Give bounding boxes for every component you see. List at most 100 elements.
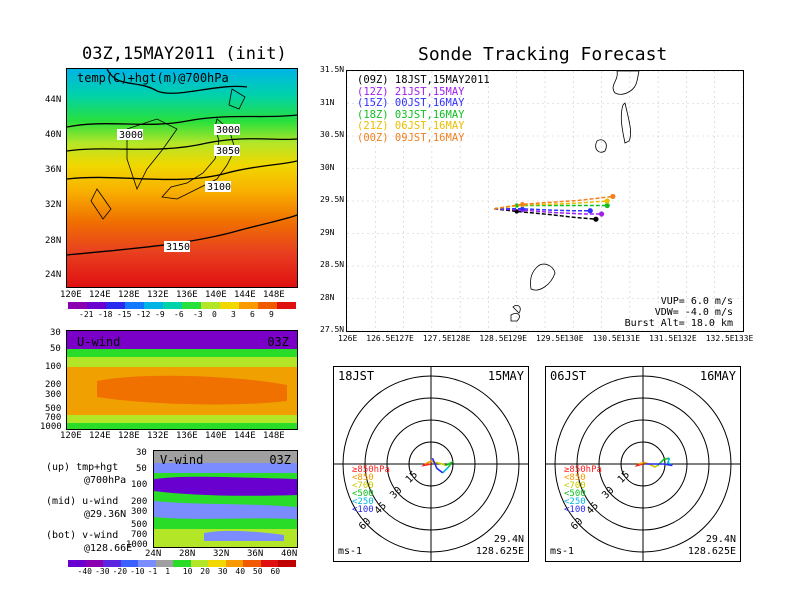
uwind-label: U-wind — [77, 335, 121, 349]
uwind-p-500: 500 — [45, 404, 62, 414]
temp-colorbar-label: -3 — [193, 310, 203, 319]
track-lat-tick: 30.5N — [320, 130, 345, 139]
wind-colorbar-swatch — [260, 560, 279, 567]
temp-colorbar-label: 0 — [212, 310, 217, 319]
track-lat-tick: 27.5N — [320, 325, 345, 334]
legend-up2: @700hPa — [84, 475, 127, 486]
hodo-level-label: <100 — [352, 505, 374, 515]
wind-colorbar-swatch — [190, 560, 209, 567]
vwind-panel: V-wind 03Z — [153, 450, 298, 548]
track-lon-tick: 128E — [451, 334, 471, 343]
hodo2-units: ms-1 — [550, 546, 575, 557]
param-vdw: VDW= -4.0 m/s — [654, 307, 733, 318]
temp-colorbar-label: 9 — [269, 310, 274, 319]
right-title: Sonde Tracking Forecast — [418, 44, 668, 65]
temp-colorbar-swatch — [144, 302, 163, 309]
track-lon-tick: 129.5E — [536, 334, 565, 343]
temp-colorbar-swatch — [163, 302, 182, 309]
temp-colorbar-label: -18 — [98, 310, 113, 319]
hodo1-lon: 128.625E — [475, 546, 524, 557]
temp-colorbar-swatch — [220, 302, 239, 309]
wind-colorbar-label: 30 — [217, 567, 228, 576]
hodo-ring-label: 60 — [357, 516, 373, 532]
wind-colorbar-label: -40 — [77, 567, 92, 576]
temperature-map: 3000 3000 3050 3100 3150 temp(C)+hgt(m)@… — [66, 68, 298, 288]
map-lon-tick-120: 120E — [60, 290, 82, 300]
track-end-point — [587, 208, 593, 214]
hodo-trace — [645, 463, 673, 467]
temp-colorbar-swatch — [182, 302, 201, 309]
map-lon-tick-132: 132E — [147, 290, 169, 300]
vwind-time: 03Z — [269, 453, 291, 467]
wind-colorbar-swatch — [68, 560, 86, 567]
hodo-level-label: <250 — [564, 497, 586, 507]
wind-colorbar-label: -20 — [112, 567, 128, 576]
wind-colorbar-swatch — [173, 560, 191, 567]
uwind-svg — [67, 331, 297, 429]
track-legend-entry: (15Z) 00JST,16MAY — [357, 97, 465, 109]
track-lat-tick: 28N — [320, 292, 335, 302]
hodo2-lat: 29.4N — [705, 534, 736, 545]
legend-bot2: @128.66E — [84, 543, 133, 554]
track-lon-tick: 129E — [507, 334, 527, 343]
contour-label-3000a: 3000 — [119, 130, 143, 141]
hodo-level-label: <850 — [352, 473, 374, 483]
vwind-p-100: 100 — [131, 480, 148, 490]
vwind-svg — [154, 451, 297, 547]
legend-mid2: @29.36N — [84, 509, 127, 520]
map-lon-tick-140: 140E — [205, 290, 227, 300]
hodo-level-label: <250 — [352, 497, 374, 507]
track-lat-tick: 31N — [320, 97, 335, 107]
track-end-point — [593, 216, 599, 222]
track-legend-entry: (09Z) 18JST,15MAY2011 — [357, 74, 490, 86]
track-lon-tick: 131.5E — [649, 334, 679, 343]
contour-label-3150: 3150 — [166, 242, 190, 253]
map-lat-tick-28: 28N — [45, 236, 62, 246]
wind-colorbar-swatch — [85, 560, 104, 567]
hodo-level-label: <500 — [564, 489, 586, 499]
map-lat-tick-44: 44N — [45, 95, 62, 105]
vwind-lat-40: 40N — [281, 549, 298, 559]
wind-colorbar-labels: -40 -30 -20 -10 -1 1 10 20 30 40 50 60 — [68, 567, 296, 577]
hodo2-levels: ≥850hPa <850 <700 <500 <250 <100 — [564, 466, 602, 515]
vwind-p-30: 30 — [136, 448, 147, 458]
wind-colorbar-swatch — [243, 560, 261, 567]
map-lon-tick-128: 128E — [118, 290, 140, 300]
hodo-level-label: <500 — [352, 489, 374, 499]
vwind-p-300: 300 — [131, 507, 148, 517]
track-lon-tick: 133E — [734, 334, 754, 343]
map-lon-tick-144: 144E — [234, 290, 256, 300]
uwind-lon-136: 136E — [176, 431, 198, 441]
temp-colorbar-swatch — [106, 302, 125, 309]
track-legend-entry: (21Z) 06JST,16MAY — [357, 120, 465, 132]
track-end-point — [610, 193, 616, 200]
temperature-colorbar — [68, 302, 296, 309]
contour-label-3050: 3050 — [216, 146, 240, 157]
legend-up: (up) tmp+hgt — [46, 462, 119, 473]
map-label: temp(C)+hgt(m)@700hPa — [77, 71, 229, 85]
vwind-p-50: 50 — [136, 464, 147, 474]
wind-colorbar-label: -30 — [95, 567, 110, 576]
wind-colorbar-label: 50 — [252, 567, 263, 576]
hodo-level-label: <700 — [352, 481, 374, 491]
track-lon-tick: 132.5E — [705, 334, 735, 343]
legend-mid: (mid) u-wind — [46, 496, 119, 507]
legend-bot: (bot) v-wind — [46, 530, 119, 541]
uwind-p-200: 200 — [45, 380, 62, 390]
panel-legend: (up) tmp+hgt @700hPa (mid) u-wind @29.36… — [46, 461, 132, 555]
map-lon-tick-136: 136E — [176, 290, 198, 300]
track-lon-tick: 131E — [620, 334, 641, 343]
hodo-trace — [421, 463, 432, 467]
wind-colorbar-label: 20 — [200, 567, 210, 576]
hodo-trace — [431, 457, 444, 474]
hodo-level-label: ≥850hPa — [352, 465, 390, 475]
track-mid-point — [520, 206, 525, 211]
uwind-time: 03Z — [267, 335, 289, 349]
temp-colorbar-label: -15 — [117, 310, 132, 319]
track-lon-tick: 130.5E — [592, 334, 622, 343]
temp-colorbar-swatch — [87, 302, 106, 309]
map-lat-tick-40: 40N — [45, 130, 62, 140]
wind-colorbar-swatch — [120, 560, 139, 567]
